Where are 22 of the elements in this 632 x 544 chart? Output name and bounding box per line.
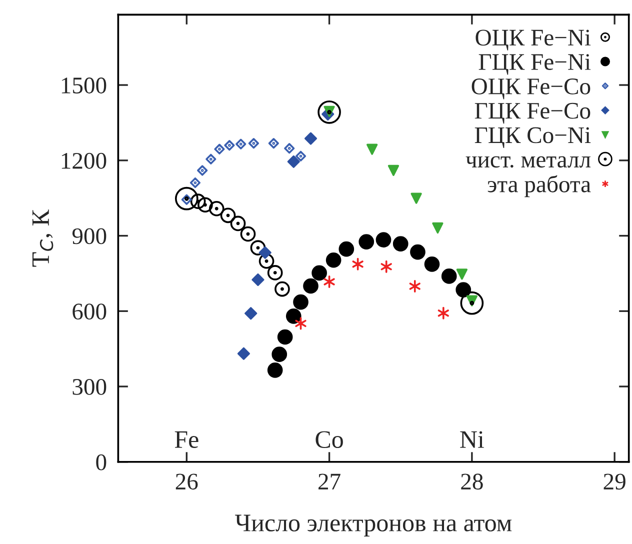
x-axis-title: Число электронов на атом <box>235 514 512 536</box>
legend-label: чист. металл <box>466 156 590 168</box>
y-tick-label: 300 <box>72 378 106 395</box>
x-tick-label: 26 <box>176 474 198 490</box>
annotation: Co <box>316 431 343 448</box>
y-tick-label: 600 <box>72 304 106 320</box>
x-tick-label: 29 <box>604 474 626 490</box>
legend-label: ГЦК Fe−Co <box>474 102 590 124</box>
y-tick-label: 900 <box>72 228 106 244</box>
legend-label: ГЦК Co−Ni <box>474 127 591 148</box>
legend-label: ГЦК Fe−Ni <box>478 54 591 75</box>
x-tick-label: 28 <box>461 474 483 490</box>
y-tick-label: 1500 <box>62 78 106 94</box>
y-tick-label: 1200 <box>62 152 106 169</box>
x-tick-label: 27 <box>318 474 340 490</box>
y-axis-title: T$_{C}$, К <box>32 209 54 267</box>
legend-label: эта работа <box>488 175 591 198</box>
annotation: Fe <box>174 431 198 448</box>
annotation: Ni <box>460 431 484 448</box>
legend-label: ОЦК Fe−Ni <box>476 30 591 50</box>
legend-label: ОЦК Fe−Co <box>472 78 590 100</box>
y-tick-label: 0 <box>96 454 106 470</box>
